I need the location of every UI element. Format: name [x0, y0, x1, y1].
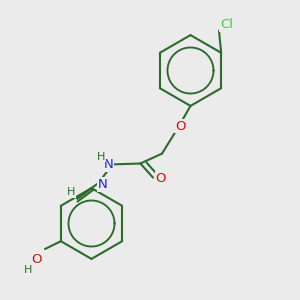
Text: H: H [67, 187, 75, 197]
Text: N: N [104, 158, 114, 171]
Text: H: H [97, 152, 105, 162]
Text: H: H [24, 265, 32, 275]
Text: O: O [155, 172, 166, 185]
Text: N: N [98, 178, 108, 191]
Text: O: O [175, 119, 185, 133]
Text: O: O [32, 253, 42, 266]
Text: Cl: Cl [220, 18, 233, 31]
